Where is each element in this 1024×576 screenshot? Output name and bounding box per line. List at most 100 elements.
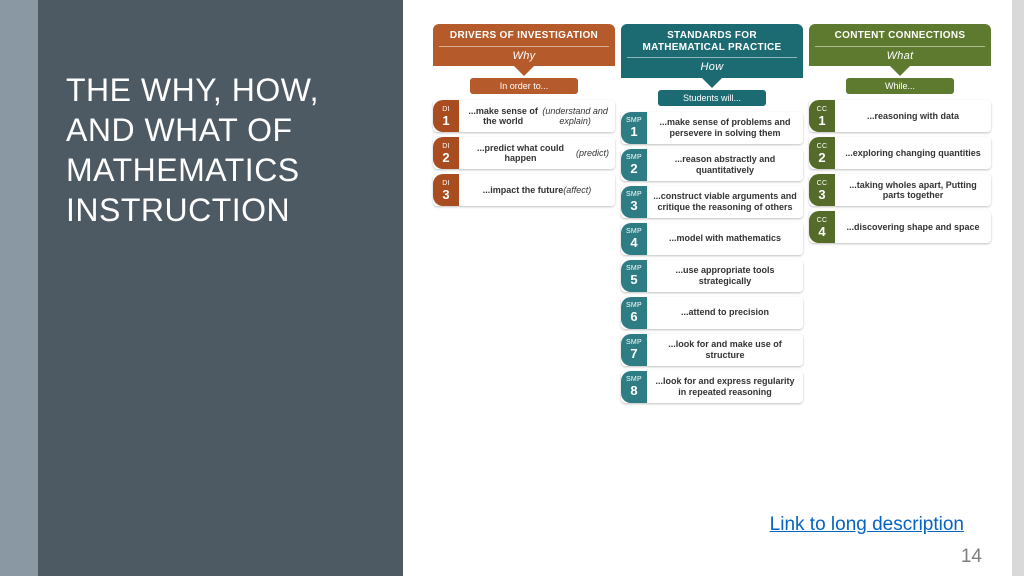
badge-abbr: CC	[817, 180, 828, 187]
list-item: SMP6...attend to precision	[621, 297, 803, 329]
badge-abbr: DI	[442, 106, 450, 113]
badge-abbr: CC	[817, 143, 828, 150]
item-badge: SMP5	[621, 260, 647, 292]
chevron-down-icon	[890, 66, 910, 76]
badge-abbr: CC	[817, 217, 828, 224]
left-accent-stripe	[0, 0, 38, 576]
item-text: ...attend to precision	[647, 297, 803, 329]
item-text: ...make sense of problems and persevere …	[647, 112, 803, 144]
column: DRIVERS OF INVESTIGATION Why In order to..…	[433, 24, 615, 403]
chevron-down-icon	[514, 66, 534, 76]
item-text: ...look for and express regularity in re…	[647, 371, 803, 403]
title-sidebar: THE WHY, HOW, AND WHAT OF MATHEMATICS IN…	[38, 0, 403, 576]
column: CONTENT CONNECTIONSWhatWhile...CC1...rea…	[809, 24, 991, 403]
list-item: DI1...make sense of the world(understand…	[433, 100, 615, 132]
list-item: DI3...impact the future(affect)	[433, 174, 615, 206]
infographic-columns: DRIVERS OF INVESTIGATION Why In order to..…	[433, 24, 994, 403]
badge-abbr: SMP	[626, 339, 642, 346]
list-item: DI2...predict what could happen (predict…	[433, 137, 615, 169]
badge-abbr: CC	[817, 106, 828, 113]
column-subtitle: How	[627, 57, 797, 74]
badge-abbr: DI	[442, 143, 450, 150]
badge-number: 3	[442, 188, 449, 201]
list-item: CC1...reasoning with data	[809, 100, 991, 132]
badge-abbr: SMP	[626, 376, 642, 383]
list-item: SMP4...model with mathematics	[621, 223, 803, 255]
badge-number: 4	[818, 225, 825, 238]
item-text: ...reasoning with data	[835, 100, 991, 132]
item-text: ...predict what could happen (predict)	[459, 137, 615, 169]
item-text: ...make sense of the world(understand an…	[459, 100, 615, 132]
list-item: SMP5...use appropriate tools strategical…	[621, 260, 803, 292]
badge-abbr: SMP	[626, 191, 642, 198]
list-item: SMP1...make sense of problems and persev…	[621, 112, 803, 144]
list-item: SMP8...look for and express regularity i…	[621, 371, 803, 403]
badge-number: 8	[630, 384, 637, 397]
badge-number: 3	[630, 199, 637, 212]
item-badge: DI3	[433, 174, 459, 206]
list-item: CC2...exploring changing quantities	[809, 137, 991, 169]
item-badge: CC2	[809, 137, 835, 169]
badge-number: 7	[630, 347, 637, 360]
list-item: CC4...discovering shape and space	[809, 211, 991, 243]
badge-abbr: DI	[442, 180, 450, 187]
column-items: CC1...reasoning with dataCC2...exploring…	[809, 100, 991, 243]
column-header: DRIVERS OF INVESTIGATION Why	[433, 24, 615, 66]
item-text: ...discovering shape and space	[835, 211, 991, 243]
column-title: DRIVERS OF INVESTIGATION	[450, 30, 598, 41]
item-badge: DI2	[433, 137, 459, 169]
page-number: 14	[961, 546, 982, 568]
item-text: ...model with mathematics	[647, 223, 803, 255]
page-title: THE WHY, HOW, AND WHAT OF MATHEMATICS IN…	[66, 70, 375, 230]
item-text: ...exploring changing quantities	[835, 137, 991, 169]
badge-number: 2	[442, 151, 449, 164]
column-items: SMP1...make sense of problems and persev…	[621, 112, 803, 403]
list-item: SMP7...look for and make use of structur…	[621, 334, 803, 366]
list-item: SMP3...construct viable arguments and cr…	[621, 186, 803, 218]
column-header: STANDARDS FOR MATHEMATICAL PRACTICE How	[621, 24, 803, 78]
badge-number: 5	[630, 273, 637, 286]
item-badge: CC4	[809, 211, 835, 243]
column-subtitle: Why	[439, 46, 609, 63]
item-badge: SMP3	[621, 186, 647, 218]
column-header: CONTENT CONNECTIONSWhat	[809, 24, 991, 66]
item-badge: CC3	[809, 174, 835, 206]
column-items: DI1...make sense of the world(understand…	[433, 100, 615, 206]
badge-abbr: SMP	[626, 265, 642, 272]
badge-number: 4	[630, 236, 637, 249]
list-item: CC3...taking wholes apart, Putting parts…	[809, 174, 991, 206]
item-badge: DI1	[433, 100, 459, 132]
column-lead: In order to...	[470, 78, 578, 94]
item-badge: SMP6	[621, 297, 647, 329]
column-title: STANDARDS FOR MATHEMATICAL PRACTICE	[642, 30, 781, 53]
content-area: DRIVERS OF INVESTIGATION Why In order to..…	[403, 0, 1024, 576]
badge-number: 3	[818, 188, 825, 201]
column-lead: Students will...	[658, 90, 766, 106]
badge-abbr: SMP	[626, 228, 642, 235]
badge-abbr: SMP	[626, 154, 642, 161]
item-badge: SMP2	[621, 149, 647, 181]
item-badge: SMP4	[621, 223, 647, 255]
item-badge: SMP7	[621, 334, 647, 366]
item-badge: CC1	[809, 100, 835, 132]
badge-number: 2	[818, 151, 825, 164]
badge-number: 1	[818, 114, 825, 127]
long-description-link[interactable]: Link to long description	[770, 514, 964, 536]
item-badge: SMP8	[621, 371, 647, 403]
badge-number: 1	[630, 125, 637, 138]
column-lead: While...	[846, 78, 954, 94]
item-text: ...impact the future(affect)	[459, 174, 615, 206]
badge-number: 6	[630, 310, 637, 323]
badge-number: 1	[442, 114, 449, 127]
item-badge: SMP1	[621, 112, 647, 144]
right-accent-stripe	[1012, 0, 1024, 576]
item-text: ...reason abstractly and quantitatively	[647, 149, 803, 181]
column: STANDARDS FOR MATHEMATICAL PRACTICE How St…	[621, 24, 803, 403]
badge-number: 2	[630, 162, 637, 175]
badge-abbr: SMP	[626, 117, 642, 124]
chevron-down-icon	[702, 78, 722, 88]
item-text: ...construct viable arguments and critiq…	[647, 186, 803, 218]
item-text: ...use appropriate tools strategically	[647, 260, 803, 292]
item-text: ...look for and make use of structure	[647, 334, 803, 366]
list-item: SMP2...reason abstractly and quantitativ…	[621, 149, 803, 181]
